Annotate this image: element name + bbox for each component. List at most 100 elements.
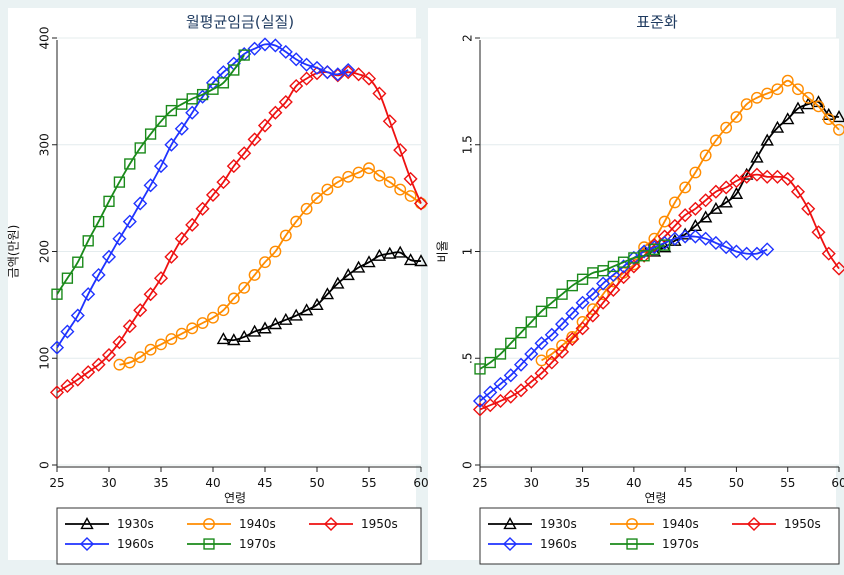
data-point bbox=[101, 348, 117, 363]
data-point bbox=[362, 255, 376, 268]
series-line bbox=[56, 43, 349, 349]
data-point bbox=[134, 142, 146, 154]
data-point bbox=[237, 146, 252, 161]
data-point bbox=[544, 355, 559, 370]
series-1950s bbox=[49, 65, 429, 400]
data-point bbox=[760, 133, 774, 146]
data-point bbox=[174, 121, 189, 136]
data-point bbox=[49, 340, 65, 355]
data-point bbox=[474, 363, 486, 375]
data-point bbox=[546, 297, 558, 309]
data-point bbox=[290, 215, 303, 228]
x-tick-label: 45 bbox=[257, 476, 272, 490]
data-point bbox=[544, 327, 559, 342]
data-point bbox=[143, 178, 158, 193]
data-point bbox=[780, 171, 795, 186]
data-point bbox=[143, 287, 158, 302]
data-point bbox=[647, 240, 662, 255]
data-point bbox=[781, 74, 794, 87]
data-point bbox=[403, 171, 418, 186]
legend-item: 1940s bbox=[187, 517, 276, 531]
series-1930s bbox=[216, 245, 428, 346]
data-point bbox=[719, 180, 734, 195]
data-point bbox=[278, 44, 293, 59]
data-point bbox=[658, 239, 671, 251]
data-point bbox=[300, 202, 313, 215]
data-point bbox=[82, 235, 94, 247]
data-point bbox=[555, 344, 570, 359]
chart-panel-2: 표준화 0 .5 1 1.5 2 25 30 35 40 45 50 55 60 연령 비율 1930s 1940… bbox=[428, 8, 844, 565]
data-point bbox=[124, 158, 136, 170]
legend-marker bbox=[626, 518, 638, 530]
data-point bbox=[144, 343, 157, 356]
data-point bbox=[268, 317, 283, 330]
series-1960s bbox=[472, 229, 775, 408]
data-point bbox=[373, 169, 386, 182]
series-line bbox=[644, 100, 840, 253]
data-point bbox=[719, 240, 734, 255]
data-point bbox=[247, 324, 262, 337]
data-point bbox=[606, 267, 621, 283]
data-point bbox=[565, 306, 580, 321]
data-point bbox=[493, 376, 508, 391]
data-point bbox=[515, 326, 527, 339]
data-point bbox=[831, 261, 844, 276]
data-point bbox=[175, 327, 188, 340]
data-point bbox=[811, 225, 826, 240]
data-point bbox=[822, 113, 835, 126]
data-point bbox=[309, 60, 325, 75]
data-point bbox=[207, 83, 219, 95]
x-tick-label: 60 bbox=[831, 476, 844, 490]
data-point bbox=[155, 115, 167, 127]
data-point bbox=[513, 357, 529, 372]
series-1970s bbox=[474, 239, 671, 375]
legend-item: 1940s bbox=[610, 517, 699, 531]
data-point bbox=[382, 114, 397, 129]
x-tick-label: 35 bbox=[575, 476, 590, 490]
data-point bbox=[689, 166, 702, 179]
data-point bbox=[393, 245, 407, 258]
data-point bbox=[216, 175, 231, 190]
data-point bbox=[770, 169, 785, 184]
data-point bbox=[61, 272, 74, 284]
data-point bbox=[483, 385, 498, 400]
legend-label: 1950s bbox=[784, 517, 821, 531]
data-point bbox=[770, 120, 785, 133]
data-point bbox=[258, 321, 272, 334]
data-point bbox=[165, 333, 178, 345]
legend: 1930s 1940s 1950s 1960s 1970s bbox=[479, 507, 840, 565]
data-point bbox=[103, 195, 115, 207]
data-point bbox=[174, 231, 189, 246]
data-point bbox=[832, 110, 844, 123]
legend-label: 1940s bbox=[662, 517, 699, 531]
data-point bbox=[122, 319, 137, 334]
data-point bbox=[196, 317, 209, 329]
data-point bbox=[227, 333, 241, 346]
data-point bbox=[535, 354, 548, 367]
data-point bbox=[112, 231, 127, 246]
data-point bbox=[484, 356, 496, 369]
data-point bbox=[626, 250, 641, 265]
data-point bbox=[268, 38, 283, 53]
x-tick-label: 30 bbox=[524, 476, 539, 490]
legend-box bbox=[479, 507, 840, 565]
data-point bbox=[413, 196, 429, 211]
data-point bbox=[49, 385, 65, 400]
data-point bbox=[791, 101, 805, 114]
data-point bbox=[92, 215, 105, 228]
x-tick-label: 40 bbox=[205, 476, 220, 490]
data-point bbox=[330, 67, 345, 82]
data-point bbox=[679, 181, 692, 194]
legend-item: 1970s bbox=[610, 537, 699, 551]
legend-box bbox=[56, 507, 422, 565]
data-point bbox=[699, 149, 712, 162]
y-tick-label: 0 bbox=[461, 461, 475, 469]
y-tick-label: 1 bbox=[461, 248, 475, 256]
data-point bbox=[812, 100, 825, 113]
x-tick-label: 55 bbox=[780, 476, 795, 490]
legend-marker bbox=[79, 536, 95, 552]
data-point bbox=[112, 335, 127, 350]
data-point bbox=[226, 159, 241, 174]
data-point bbox=[185, 217, 200, 232]
data-point bbox=[372, 248, 387, 261]
